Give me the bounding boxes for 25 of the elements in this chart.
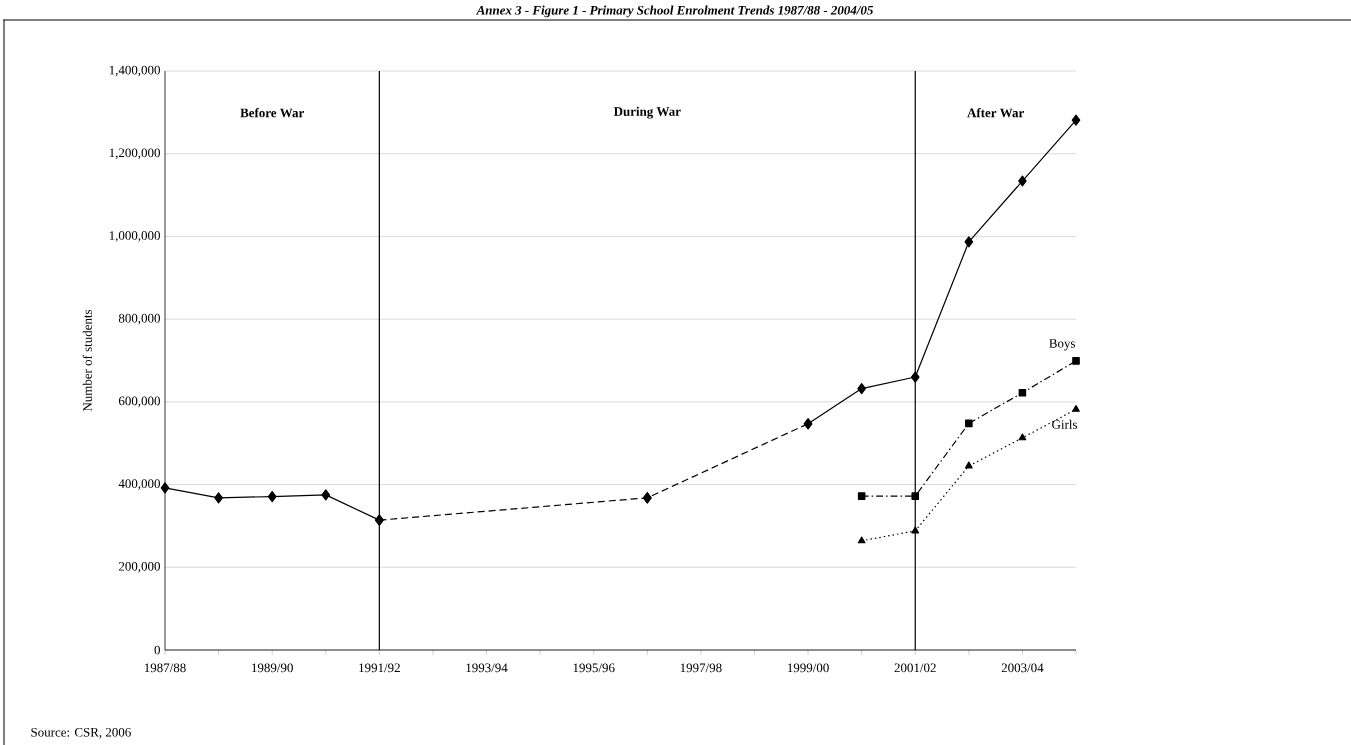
y-tick-label: 1,200,000: [109, 148, 160, 160]
series-label: Boys: [1049, 339, 1076, 351]
series-label: Girls: [1052, 419, 1078, 429]
chart-title: Annex 3 - Figure 1 - Primary School Enrolment Trends 1987/88 - 2004/05: [475, 5, 874, 18]
x-tick-label: 1995/96: [573, 663, 615, 673]
x-tick-label: 1987/88: [144, 663, 186, 673]
annotation: After War: [967, 108, 1024, 118]
y-tick-label: 800,000: [118, 313, 160, 325]
y-tick-label: 400,000: [118, 479, 160, 490]
source-note: Source: CSR, 2006: [31, 727, 131, 739]
y-tick-label: 0: [154, 645, 160, 655]
y-tick-label: 600,000: [118, 396, 160, 408]
annotation: During War: [613, 106, 681, 119]
x-tick-label: 1991/92: [359, 663, 400, 673]
x-tick-label: 1997/98: [680, 663, 722, 673]
y-tick-label: 1,400,000: [109, 65, 160, 77]
y-tick-label: 1,000,000: [109, 231, 160, 242]
annotation: Before War: [240, 108, 304, 118]
x-tick-label: 1989/90: [252, 663, 293, 673]
y-tick-label: 200,000: [118, 561, 160, 573]
x-tick-label: 1999/00: [787, 663, 829, 673]
x-tick-label: 2003/04: [1001, 663, 1044, 673]
x-tick-label: 2001/02: [894, 663, 936, 673]
y-axis-title: Number of students: [82, 309, 92, 412]
x-tick-label: 1993/94: [466, 663, 508, 673]
